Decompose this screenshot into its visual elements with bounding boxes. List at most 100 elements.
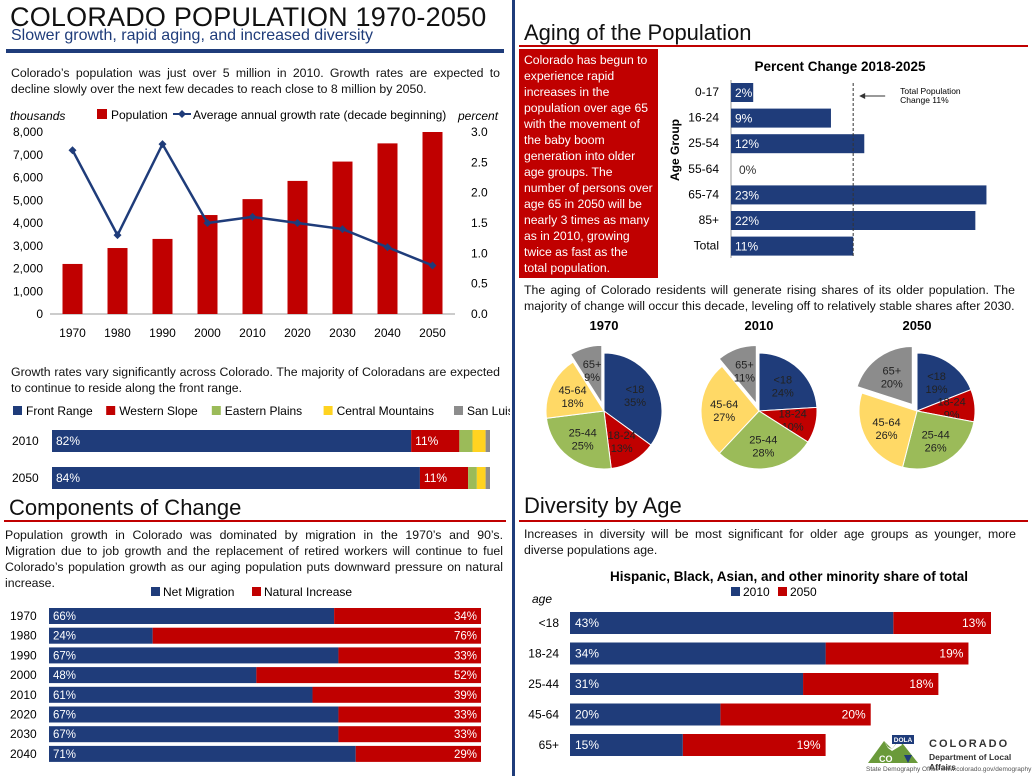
- components-rule: [4, 520, 506, 522]
- x-tick-label: 2010: [239, 326, 266, 340]
- regions-intro: Growth rates vary significantly across C…: [11, 364, 500, 396]
- segment-label: 82%: [56, 434, 80, 448]
- region-segment: [52, 467, 420, 489]
- region-segment: [486, 467, 490, 489]
- y-tick-label: 6,000: [13, 171, 43, 185]
- migration-label: 66%: [53, 611, 76, 623]
- pie-slice-label: 45-64: [872, 417, 900, 429]
- category-label: 25-54: [688, 136, 719, 150]
- dola-logo-mark: DOLA CO: [866, 733, 928, 765]
- category-label: 85+: [699, 213, 719, 227]
- natural-increase-label: 76%: [454, 631, 477, 643]
- legend-swatch-2050: [778, 587, 787, 596]
- diversity-rule: [519, 520, 1028, 522]
- chart-title: Hispanic, Black, Asian, and other minori…: [610, 569, 968, 584]
- pie-slice-value: 26%: [875, 430, 897, 442]
- population-bar: [288, 181, 308, 314]
- regions-chart: Front Range Western Slope Eastern Plains Ce…: [0, 400, 510, 492]
- aging-rule: [519, 45, 1028, 47]
- bar-2010-label: 43%: [575, 616, 599, 630]
- row-label: 2050: [12, 471, 39, 485]
- pie-slice-label: 25-44: [569, 427, 597, 439]
- percent-change-chart: Percent Change 2018-2025Age Group0-17 2%1…: [662, 50, 1030, 264]
- migration-label: 71%: [53, 749, 76, 761]
- diversity-text: Increases in diversity will be most sign…: [524, 526, 1016, 558]
- x-tick-label: 2040: [374, 326, 401, 340]
- logo-abbrev: CO: [879, 754, 893, 764]
- y-tick-label: 7,000: [13, 148, 43, 162]
- pie-slice-value: 28%: [752, 448, 774, 460]
- natural-increase-label: 29%: [454, 749, 477, 761]
- category-label: 45-64: [528, 708, 559, 722]
- change-bar: [731, 185, 986, 204]
- pie-slice-label: 18-24: [779, 409, 807, 421]
- natural-increase-label: 39%: [454, 690, 477, 702]
- category-label: Total: [694, 239, 719, 253]
- bar-2010: [570, 673, 803, 695]
- row-label: 2040: [10, 747, 37, 761]
- page-subtitle: Slower growth, rapid aging, and increase…: [11, 27, 373, 45]
- x-tick-label: 1990: [149, 326, 176, 340]
- pie-slice-value: 26%: [925, 442, 947, 454]
- population-bar: [378, 143, 398, 314]
- x-tick-label: 2030: [329, 326, 356, 340]
- legend-swatch: [212, 406, 221, 415]
- y-tick-label: 2,000: [13, 262, 43, 276]
- bar-value-label: 22%: [735, 214, 759, 228]
- y2-tick-label: 0.0: [471, 307, 488, 321]
- category-label: 65-74: [688, 187, 719, 201]
- legend-swatch-migration: [151, 587, 160, 596]
- legend-swatch-natural: [252, 587, 261, 596]
- legend-swatch-2010: [731, 587, 740, 596]
- pie-slice-value: 13%: [611, 443, 633, 455]
- legend-label: Central Mountains: [337, 404, 434, 418]
- pie-intro: The aging of Colorado residents will gen…: [524, 282, 1015, 314]
- legend-label: Western Slope: [119, 404, 198, 418]
- bar-2050-label: 19%: [797, 738, 821, 752]
- row-label: 2010: [10, 688, 37, 702]
- category-label: 18-24: [528, 647, 559, 661]
- population-bar: [198, 215, 218, 314]
- x-tick-label: 2050: [419, 326, 446, 340]
- bar-2010-label: 15%: [575, 738, 599, 752]
- category-label: 65+: [539, 738, 559, 752]
- y-tick-label: 1,000: [13, 284, 43, 298]
- legend-label-migration: Net Migration: [163, 585, 234, 599]
- title-rule: [6, 49, 504, 53]
- segment-label: 84%: [56, 471, 80, 485]
- pie-slice-value: 11%: [734, 373, 755, 385]
- legend-swatch: [106, 406, 115, 415]
- legend-label-population: Population: [111, 108, 168, 122]
- pie-slice-label: 65+: [883, 365, 902, 377]
- bar-value-label: 23%: [735, 188, 759, 202]
- column-divider: [512, 0, 515, 776]
- category-label: 25-44: [528, 677, 559, 691]
- bar-value-label: 12%: [735, 137, 759, 151]
- y2-tick-label: 1.0: [471, 246, 488, 260]
- y2-tick-label: 3.0: [471, 125, 488, 139]
- migration-segment: [49, 647, 338, 663]
- legend-label-growth: Average annual growth rate (decade begin…: [193, 108, 446, 122]
- natural-increase-label: 33%: [454, 729, 477, 741]
- migration-segment: [49, 667, 256, 683]
- natural-increase-segment: [256, 667, 481, 683]
- row-label: 1970: [10, 609, 37, 623]
- pie-title: 1970: [590, 318, 619, 333]
- logo-small-text: DOLA: [894, 737, 913, 744]
- x-tick-label: 1980: [104, 326, 131, 340]
- migration-label: 67%: [53, 650, 76, 662]
- bar-2050-label: 20%: [842, 708, 866, 722]
- migration-label: 67%: [53, 729, 76, 741]
- region-segment: [477, 467, 486, 489]
- pie-slice-label: <18: [626, 384, 645, 396]
- row-label: 2020: [10, 708, 37, 722]
- pie-slice-label: 45-64: [710, 399, 738, 411]
- bar-2010-label: 31%: [575, 677, 599, 691]
- bar-value-label: 9%: [735, 112, 753, 126]
- pie-slice-label: <18: [927, 371, 946, 383]
- pie-slice-value: 24%: [772, 388, 794, 400]
- natural-increase-label: 34%: [454, 611, 477, 623]
- pie-slice-value: 35%: [624, 397, 646, 409]
- bar-value-label: 0%: [739, 163, 757, 177]
- bar-value-label: 2%: [735, 86, 753, 100]
